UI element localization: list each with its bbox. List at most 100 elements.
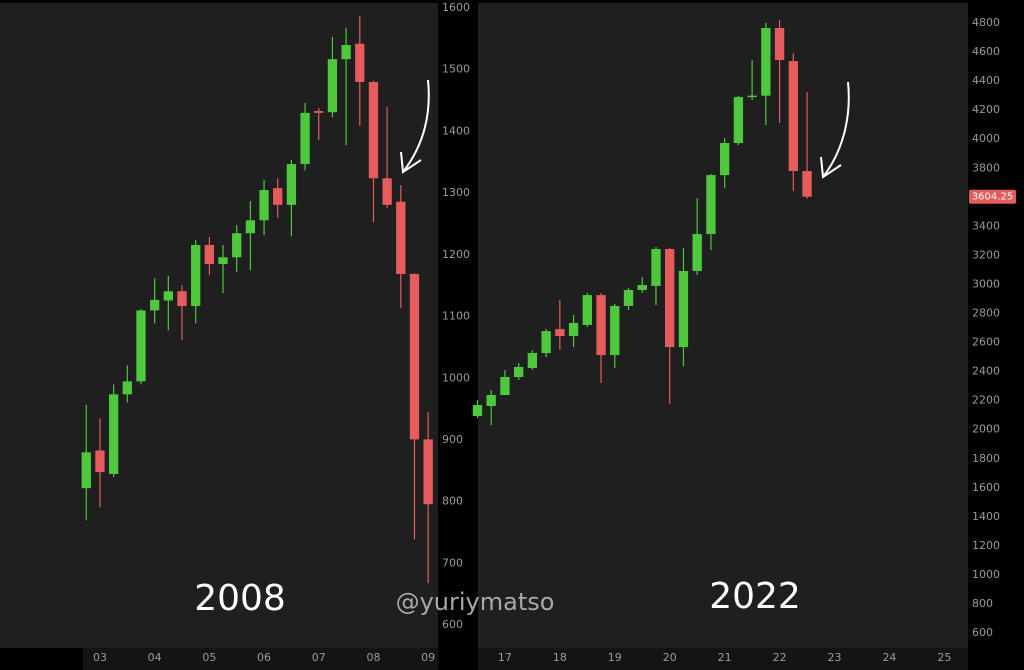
candle-body <box>204 244 215 265</box>
candle-body <box>486 394 496 407</box>
candle-body <box>232 233 242 258</box>
y-tick-label: 3000 <box>972 277 1000 290</box>
x-tick-label: 05 <box>202 651 216 664</box>
x-tick-label: 21 <box>718 651 732 664</box>
x-tick-label: 17 <box>498 651 512 664</box>
x-tick-label: 18 <box>553 651 567 664</box>
y-tick-label: 1800 <box>972 452 1000 465</box>
candle-body <box>259 190 269 221</box>
last-price-box <box>969 189 1016 204</box>
y-tick-label: 2400 <box>972 365 1000 378</box>
candle-body <box>191 244 201 307</box>
y-tick-label: 3400 <box>972 219 1000 232</box>
candle-body <box>273 188 283 205</box>
candle-body <box>774 27 785 61</box>
candle-body <box>355 43 365 83</box>
marks: 600 700 800 900 1000 1100 1200 1300 1400 1500 1600… <box>81 1 1016 664</box>
candle-body <box>286 164 297 205</box>
y-tick-label: 3800 <box>972 161 1000 174</box>
candle-body <box>555 329 565 337</box>
candle-body <box>665 249 675 348</box>
x-tick-label: 24 <box>882 651 896 664</box>
y-tick-label: 1500 <box>442 63 470 76</box>
y-tick-label: 4400 <box>972 74 1000 87</box>
candle-body <box>122 381 132 395</box>
y-tick-label: 600 <box>442 618 463 631</box>
candle-body <box>637 285 647 290</box>
y-tick-label: 1200 <box>442 248 470 261</box>
candle-body <box>108 394 119 474</box>
y-tick-label: 1600 <box>442 1 470 14</box>
y-tick-label: 1200 <box>972 539 1000 552</box>
x-tick-label: 07 <box>312 651 326 664</box>
candle-body <box>177 291 187 307</box>
candle-body <box>245 220 256 234</box>
candle-body <box>651 249 661 286</box>
arrow-head <box>820 156 842 179</box>
x-tick-label: 25 <box>937 651 951 664</box>
candle-body <box>382 178 392 205</box>
candle-body <box>396 201 406 274</box>
x-tick-label: 19 <box>608 651 622 664</box>
candle-body <box>327 59 338 113</box>
candle-body <box>95 450 105 473</box>
panel-left <box>0 3 438 648</box>
candle-body <box>341 44 351 60</box>
candle-body <box>692 234 702 271</box>
y-tick-label: 3200 <box>972 248 1000 261</box>
y-tick-label: 4200 <box>972 103 1000 116</box>
y-tick-label: 1400 <box>972 510 1000 523</box>
y-tick-label: 1600 <box>972 481 1000 494</box>
y-tick-label: 4800 <box>972 16 1000 29</box>
candle-body <box>527 353 538 368</box>
x-tick-label: 03 <box>93 651 107 664</box>
y-tick-label: 800 <box>442 495 463 508</box>
y-tick-label: 1300 <box>442 186 470 199</box>
panel-right <box>478 3 968 648</box>
x-tick-label: 06 <box>257 651 271 664</box>
x-tick-label: 23 <box>828 651 842 664</box>
candle-body <box>623 289 634 306</box>
x-axis-left <box>83 648 438 670</box>
candle-body <box>472 405 483 417</box>
candle-body <box>136 310 146 382</box>
x-tick-label: 09 <box>421 651 435 664</box>
y-tick-label: 1100 <box>442 310 470 323</box>
candle-body <box>81 452 91 489</box>
candle-body <box>541 331 551 354</box>
y-tick-label: 2200 <box>972 394 1000 407</box>
candle-body <box>733 97 744 144</box>
candle-body <box>513 366 524 377</box>
y-tick-label: 1000 <box>442 371 470 384</box>
y-tick-label: 2800 <box>972 307 1000 320</box>
last-price-label: 3604.25 <box>972 192 1013 203</box>
x-tick-label: 04 <box>148 651 162 664</box>
arrow-head <box>400 151 422 174</box>
candle-body <box>300 112 310 165</box>
candle-body <box>761 27 771 96</box>
watermark: @yuriymatso <box>396 588 555 616</box>
y-tick-label: 700 <box>442 556 463 569</box>
candle-body <box>596 295 606 356</box>
candle-body <box>218 257 228 265</box>
y-tick-label: 4000 <box>972 132 1000 145</box>
candle-body <box>500 376 510 395</box>
candle-body <box>610 305 620 356</box>
y-tick-label: 4600 <box>972 45 1000 58</box>
arrow <box>402 79 430 173</box>
candle-body <box>719 143 730 176</box>
candle-body <box>314 111 324 113</box>
x-tick-label: 20 <box>663 651 677 664</box>
arrow <box>822 81 850 178</box>
candle-body <box>368 82 379 179</box>
candle-body <box>568 322 579 337</box>
chart-title: 2022 <box>709 576 801 617</box>
candle-body <box>678 270 689 348</box>
candle-body <box>409 273 420 440</box>
candle-body <box>747 95 757 98</box>
y-tick-label: 2600 <box>972 336 1000 349</box>
y-tick-label: 1000 <box>972 568 1000 581</box>
chart-title: 2008 <box>194 578 286 619</box>
y-tick-label: 2000 <box>972 423 1000 436</box>
